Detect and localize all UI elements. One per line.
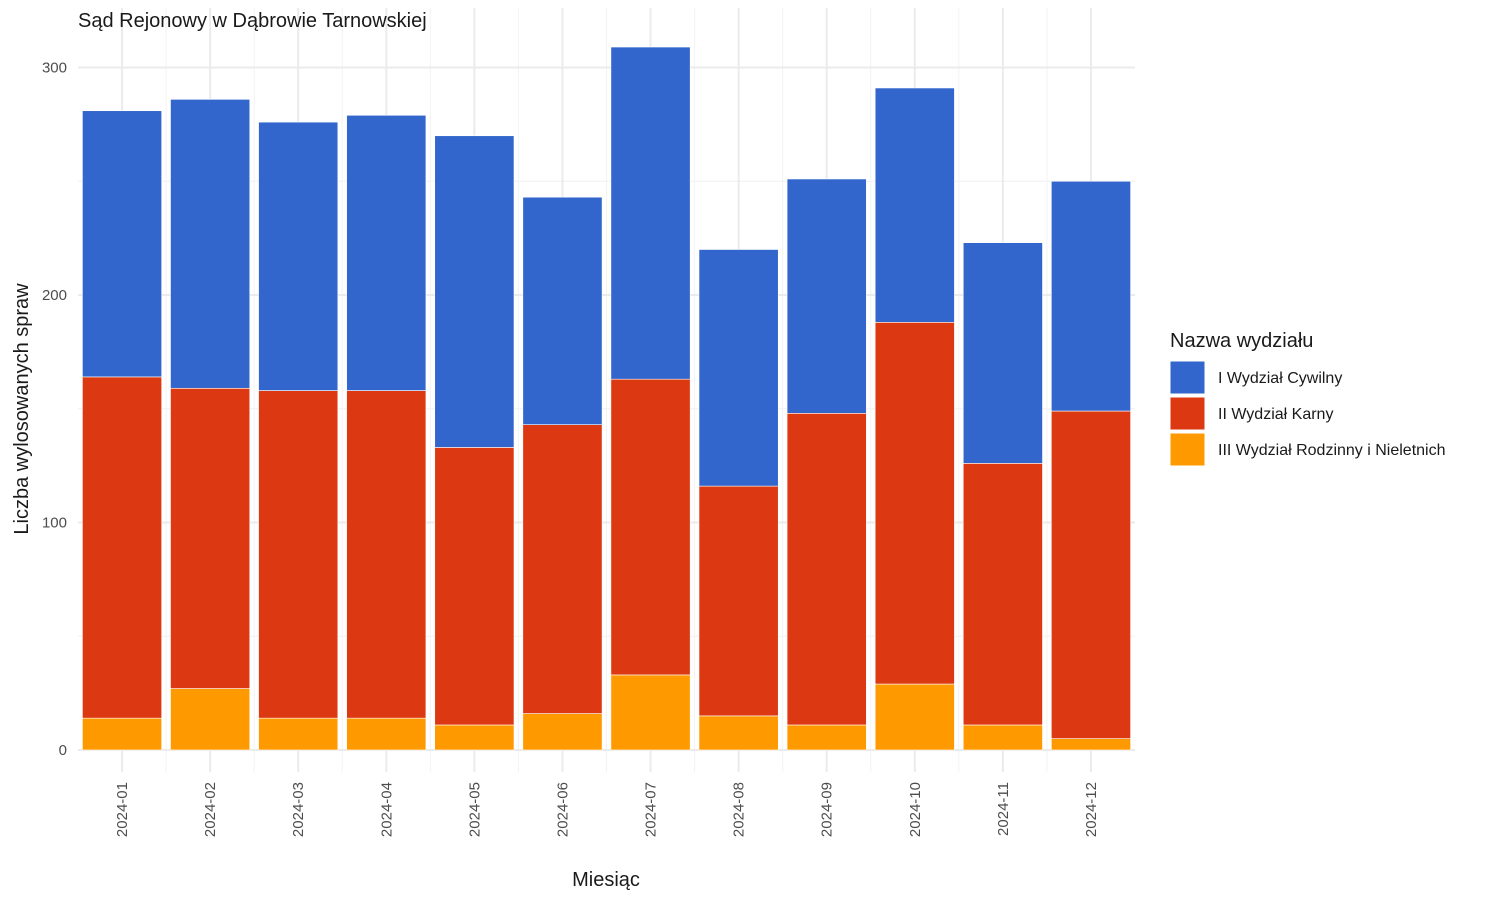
bar-2024-02-ii-wydzia-karny [170,387,251,689]
bar-2024-09-iii-wydzia-rodzinny-i-nieletnich [786,724,867,751]
bar-2024-09-ii-wydzia-karny [786,412,867,726]
bar-2024-08-ii-wydzia-karny [698,485,779,717]
bar-2024-03-ii-wydzia-karny [258,390,339,719]
bar-2024-05-i-wydzia-cywilny [434,135,515,448]
bar-2024-03-iii-wydzia-rodzinny-i-nieletnich [258,717,339,751]
bar-2024-01-i-wydzia-cywilny [82,110,162,378]
legend-label-3: III Wydział Rodzinny i Nieletnich [1218,442,1446,459]
y-tick-label-300: 300 [42,60,67,77]
x-tick-label-2024-11: 2024-11 [995,782,1012,836]
bar-2024-01-iii-wydzia-rodzinny-i-nieletnich [82,717,162,751]
bar-2024-04-iii-wydzia-rodzinny-i-nieletnich [346,717,427,751]
bar-2024-07-i-wydzia-cywilny [610,46,691,380]
bar-2024-06-iii-wydzia-rodzinny-i-nieletnich [522,713,603,751]
x-tick-label-2024-10: 2024-10 [907,782,924,837]
x-axis-ticks: 2024-01 2024-02 2024-03 2024-04 2024-05 2024-… [114,782,1100,837]
bar-2024-08-iii-wydzia-rodzinny-i-nieletnich [698,715,779,751]
bar-2024-12-ii-wydzia-karny [1051,410,1131,739]
bar-2024-02-iii-wydzia-rodzinny-i-nieletnich [170,688,251,751]
x-tick-label-2024-05: 2024-05 [466,782,483,837]
y-tick-label-100: 100 [42,515,67,532]
bar-2024-10-i-wydzia-cywilny [874,87,955,323]
x-tick-label-2024-01: 2024-01 [114,782,131,837]
bar-2024-03-i-wydzia-cywilny [258,121,339,391]
y-axis-title: Liczba wylosowanych spraw [11,283,33,535]
bar-2024-04-ii-wydzia-karny [346,390,427,719]
bar-2024-07-iii-wydzia-rodzinny-i-nieletnich [610,674,691,751]
bar-2024-01-ii-wydzia-karny [82,376,162,719]
chart-title: Sąd Rejonowy w Dąbrowie Tarnowskiej [78,10,427,32]
x-tick-label-2024-06: 2024-06 [554,782,571,837]
x-tick-label-2024-12: 2024-12 [1083,782,1100,837]
bar-2024-08-i-wydzia-cywilny [698,249,779,487]
x-tick-label-2024-08: 2024-08 [731,782,748,837]
bar-2024-09-i-wydzia-cywilny [786,178,867,414]
x-axis-title: Miesiąc [572,869,640,891]
bar-2024-05-ii-wydzia-karny [434,447,515,726]
legend-title: Nazwa wydziału [1170,330,1313,352]
bar-2024-02-i-wydzia-cywilny [170,99,251,389]
bar-2024-11-iii-wydzia-rodzinny-i-nieletnich [962,724,1043,751]
bar-2024-10-iii-wydzia-rodzinny-i-nieletnich [874,683,955,751]
legend: Nazwa wydziału I Wydział Cywilny II Wydzi… [1169,330,1446,467]
legend-swatch-2 [1169,396,1206,431]
legend-label-1: I Wydział Cywilny [1218,370,1342,387]
bar-2024-06-ii-wydzia-karny [522,424,603,714]
legend-label-2: II Wydział Karny [1218,406,1333,423]
bar-2024-10-ii-wydzia-karny [874,321,955,685]
x-tick-label-2024-04: 2024-04 [378,782,395,837]
x-tick-label-2024-07: 2024-07 [643,782,660,837]
y-tick-label-200: 200 [42,287,67,304]
bar-2024-06-i-wydzia-cywilny [522,196,603,425]
bars-group [82,46,1131,751]
bar-2024-11-ii-wydzia-karny [962,463,1043,726]
x-tick-label-2024-02: 2024-02 [202,782,219,837]
bar-2024-07-ii-wydzia-karny [610,378,691,676]
bar-2024-04-i-wydzia-cywilny [346,114,427,391]
bar-2024-05-iii-wydzia-rodzinny-i-nieletnich [434,724,515,751]
legend-swatch-1 [1169,360,1206,395]
bar-2024-12-i-wydzia-cywilny [1051,180,1131,412]
y-axis-ticks: 0 100 200 300 [42,60,67,760]
y-tick-label-0: 0 [59,742,67,759]
x-tick-label-2024-03: 2024-03 [290,782,307,837]
x-tick-label-2024-09: 2024-09 [819,782,836,837]
bar-2024-12-iii-wydzia-rodzinny-i-nieletnich [1051,738,1131,751]
legend-swatch-3 [1169,432,1206,467]
bar-2024-11-i-wydzia-cywilny [962,242,1043,464]
